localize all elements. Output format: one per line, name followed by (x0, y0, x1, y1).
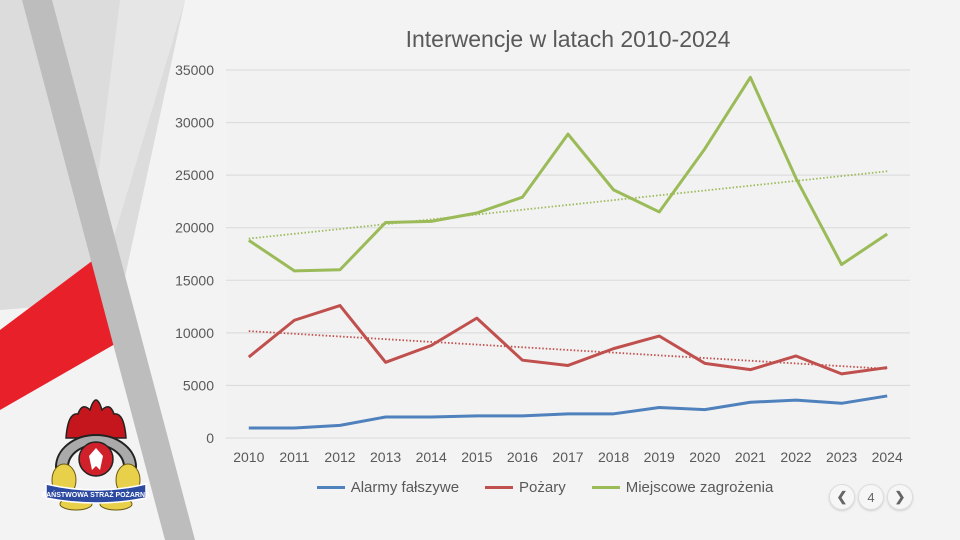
x-tick-label: 2020 (689, 449, 720, 465)
background-light-wedge (95, 0, 185, 250)
y-tick-label: 5000 (183, 377, 214, 393)
page-number-button[interactable]: 4 (858, 484, 884, 510)
legend-swatch (316, 486, 345, 489)
plot-area (226, 70, 910, 438)
x-tick-label: 2011 (279, 449, 309, 465)
psp-logo: PAŃSTWOWA STRAŻ POŻARNA (42, 399, 150, 511)
x-tick-label: 2016 (507, 449, 538, 465)
y-tick-label: 30000 (175, 115, 214, 131)
x-tick-label: 2015 (461, 449, 492, 465)
page-number: 4 (867, 489, 875, 505)
legend-item: Miejscowe zagrożenia (591, 479, 774, 496)
legend-swatch (591, 486, 620, 489)
x-tick-label: 2023 (826, 449, 857, 465)
y-tick-label: 20000 (175, 220, 214, 236)
y-tick-label: 25000 (175, 167, 214, 183)
chevron-right-icon: ❯ (894, 489, 906, 504)
legend-label: Alarmy fałszywe (350, 479, 460, 496)
y-tick-label: 15000 (175, 272, 214, 288)
legend-item: Alarmy fałszywe (316, 479, 460, 496)
background-gray-stripe (22, 0, 195, 540)
x-tick-label: 2017 (552, 449, 583, 465)
legend-label: Miejscowe zagrożenia (625, 479, 774, 496)
chart-title: Interwencje w latach 2010-2024 (405, 26, 731, 52)
legend-label: Pożary (519, 479, 566, 496)
x-tick-label: 2012 (324, 449, 355, 465)
x-tick-label: 2010 (233, 449, 264, 465)
legend-swatch (485, 486, 514, 489)
x-tick-label: 2019 (644, 449, 675, 465)
prev-slide-button[interactable]: ❮ (829, 484, 855, 510)
background-red-stripe (0, 255, 122, 410)
chevron-left-icon: ❮ (836, 489, 848, 504)
x-tick-label: 2021 (735, 449, 766, 465)
x-tick-label: 2013 (370, 449, 401, 465)
legend-item: Pożary (485, 479, 566, 496)
svg-text:PAŃSTWOWA STRAŻ POŻARNA: PAŃSTWOWA STRAŻ POŻARNA (42, 490, 150, 499)
y-tick-label: 35000 (175, 62, 214, 78)
x-tick-label: 2014 (416, 449, 447, 465)
y-tick-label: 0 (206, 430, 214, 446)
x-tick-label: 2018 (598, 449, 629, 465)
y-tick-label: 10000 (175, 325, 214, 341)
x-tick-label: 2024 (872, 449, 903, 465)
legend: Alarmy fałszywe Pożary Miejscowe zagrożeni… (0, 479, 960, 496)
x-tick-label: 2022 (780, 449, 811, 465)
next-slide-button[interactable]: ❯ (887, 484, 913, 510)
trendline-1 (248, 330, 888, 370)
